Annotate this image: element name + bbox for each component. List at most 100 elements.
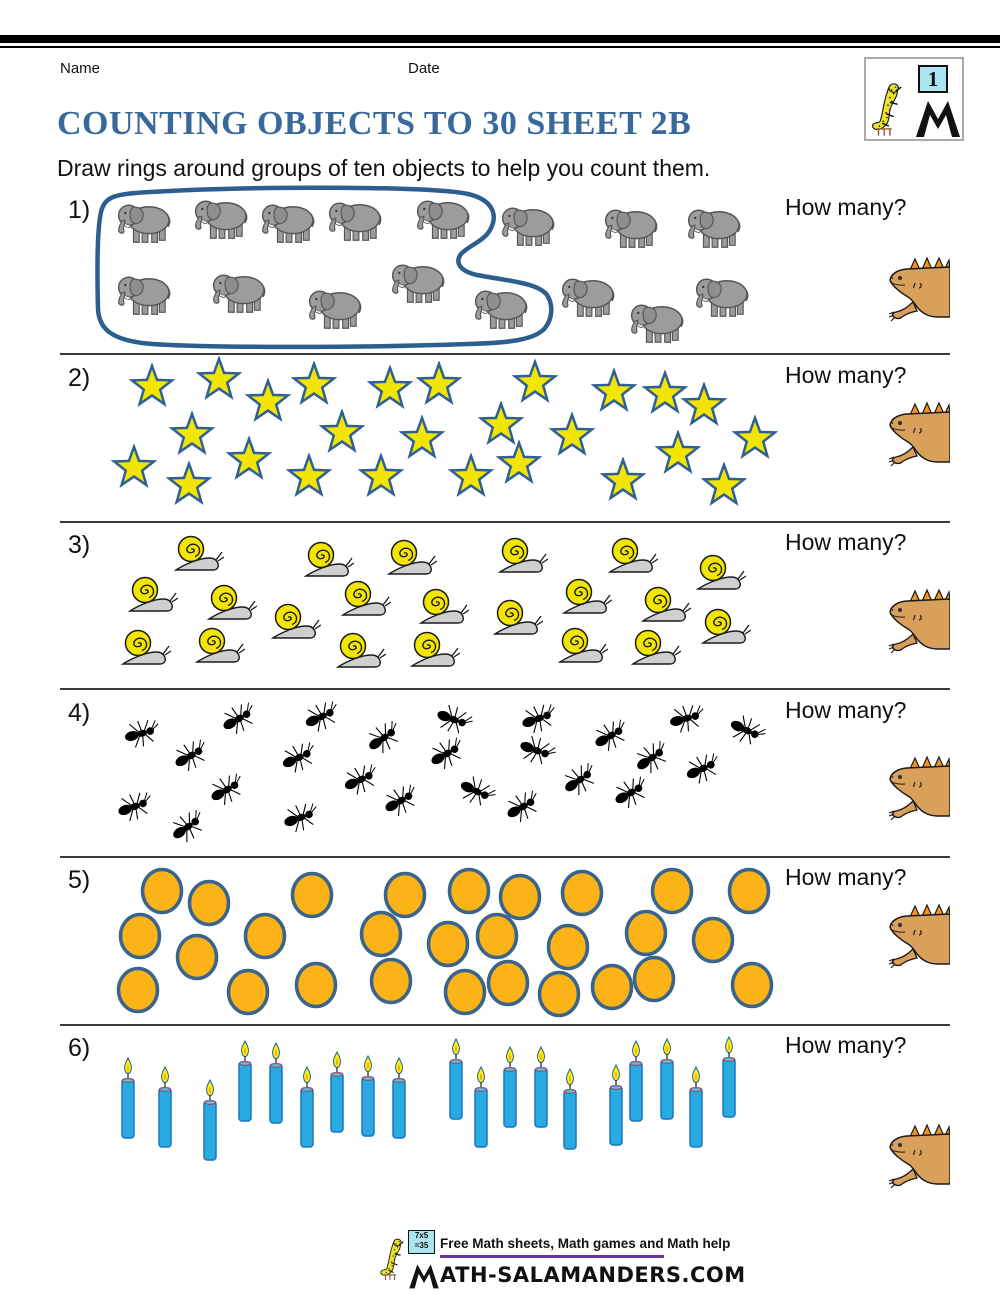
circle-icon: [546, 923, 590, 971]
ant-icon: [517, 697, 563, 738]
row-separator: [60, 688, 950, 690]
ant-icon: [361, 714, 409, 760]
elephant-icon: [470, 286, 534, 334]
circle-icon: [359, 910, 403, 958]
circle-icon: [383, 871, 427, 919]
candle-icon: [299, 1066, 315, 1150]
m-logo-icon: [914, 97, 962, 137]
ant-icon: [113, 785, 159, 826]
instruction-text: Draw rings around groups of ten objects …: [57, 155, 711, 181]
lizard-icon: [888, 754, 950, 830]
star-icon: [286, 453, 332, 497]
ant-icon: [588, 713, 636, 758]
candle-icon: [659, 1038, 675, 1122]
star-icon: [448, 453, 494, 497]
ant-icon: [680, 746, 727, 789]
circle-icon: [730, 961, 774, 1009]
name-label: Name: [60, 60, 101, 77]
star-icon: [512, 359, 558, 403]
elephant-icon: [412, 196, 476, 244]
circle-icon: [475, 912, 519, 960]
snail-icon: [699, 607, 751, 647]
ant-icon: [724, 709, 771, 752]
row-1-how-many: How many?: [785, 194, 907, 220]
row-separator: [60, 856, 950, 858]
star-icon: [600, 457, 646, 501]
star-icon: [701, 462, 747, 506]
elephant-icon: [113, 200, 177, 248]
snail-icon: [119, 628, 171, 668]
row-4-number: 4): [68, 699, 91, 727]
candle-icon: [562, 1068, 578, 1152]
candle-icon: [237, 1040, 253, 1124]
salamander-icon: [378, 1236, 408, 1282]
star-icon: [196, 356, 242, 400]
number-card: 1: [918, 65, 948, 93]
ant-icon: [666, 699, 710, 738]
ant-icon: [121, 714, 165, 753]
circle-icon: [560, 869, 604, 917]
candle-icon: [533, 1046, 549, 1130]
circle-icon: [632, 955, 676, 1003]
circle-icon: [650, 867, 694, 915]
snail-icon: [126, 575, 178, 615]
row-2-how-many: How many?: [785, 362, 907, 388]
ant-icon: [168, 733, 216, 778]
snail-icon: [694, 553, 746, 593]
footer-card-line2: =35: [414, 1241, 429, 1250]
footer-card-line1: 7x5: [414, 1231, 429, 1240]
star-icon: [358, 453, 404, 497]
salamander-icon: [869, 81, 907, 137]
circle-icon: [187, 879, 231, 927]
elephant-icon: [683, 205, 747, 253]
candle-icon: [688, 1066, 704, 1150]
snail-icon: [339, 579, 391, 619]
circle-icon: [624, 909, 668, 957]
footer-brand-row: ATH-SALAMANDERS.COM: [408, 1261, 746, 1289]
star-icon: [111, 444, 157, 488]
elephant-icon: [626, 300, 690, 348]
candle-icon: [628, 1040, 644, 1124]
page-title: COUNTING OBJECTS TO 30 SHEET 2B: [57, 105, 692, 142]
snail-icon: [269, 602, 321, 642]
ant-icon: [454, 770, 501, 813]
candle-icon: [502, 1046, 518, 1130]
star-icon: [732, 415, 778, 459]
star-icon: [291, 361, 337, 405]
elephant-icon: [600, 205, 664, 253]
elephant-icon: [190, 196, 254, 244]
row-6-number: 6): [68, 1034, 91, 1062]
elephant-icon: [304, 286, 368, 334]
brand-logo: 1: [864, 57, 964, 141]
lizard-icon: [888, 902, 950, 978]
m-logo-icon: [408, 1261, 440, 1289]
row-4-how-many: How many?: [785, 697, 907, 723]
row-2-number: 2): [68, 364, 91, 392]
candle-icon: [268, 1042, 284, 1126]
elephant-icon: [497, 203, 561, 251]
ant-icon: [608, 770, 656, 815]
ant-icon: [165, 803, 213, 849]
snail-icon: [560, 577, 612, 617]
lizard-icon: [888, 587, 950, 663]
star-icon: [226, 436, 272, 480]
circle-icon: [590, 963, 634, 1011]
elephant-icon: [557, 274, 621, 322]
snail-icon: [629, 628, 681, 668]
elephant-icon: [324, 198, 388, 246]
snail-icon: [334, 631, 386, 671]
footer-tagline: Free Math sheets, Math games and Math he…: [440, 1236, 731, 1251]
elephant-icon: [208, 270, 272, 318]
footer-brand-text: ATH-SALAMANDERS.COM: [440, 1263, 746, 1287]
elephant-icon: [387, 260, 451, 308]
star-icon: [129, 363, 175, 407]
top-rule-thick: [0, 35, 1000, 43]
star-icon: [245, 378, 291, 422]
ant-icon: [557, 756, 605, 802]
lizard-icon: [888, 1122, 950, 1198]
circle-icon: [426, 920, 470, 968]
row-3-how-many: How many?: [785, 529, 907, 555]
row-5-number: 5): [68, 866, 91, 894]
star-icon: [319, 409, 365, 453]
